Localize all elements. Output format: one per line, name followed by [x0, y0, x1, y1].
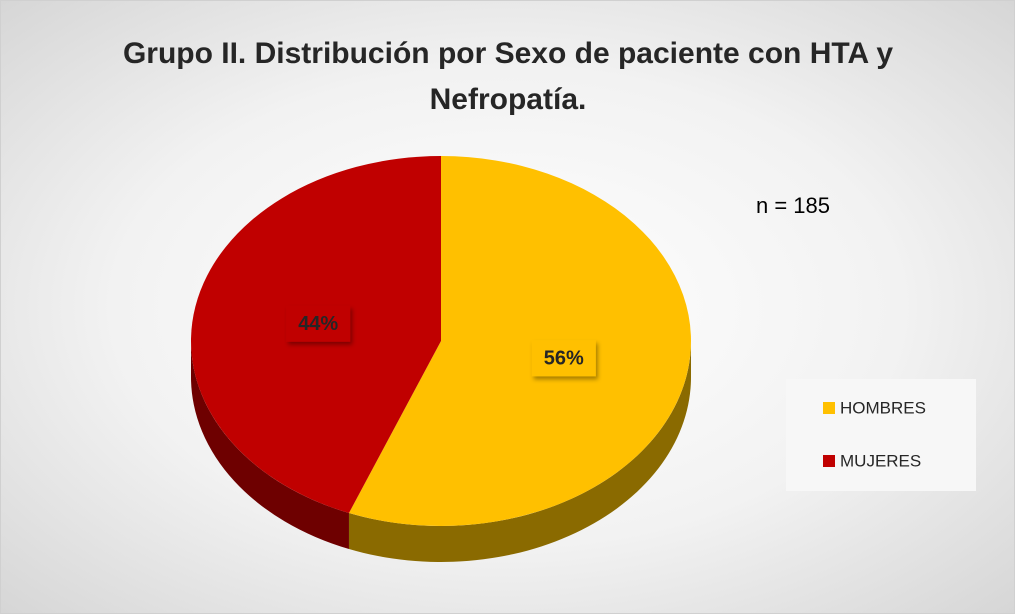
chart-title: Grupo II. Distribución por Sexo de pacie… — [122, 37, 894, 116]
pie-slice — [348, 156, 691, 526]
legend-box — [786, 379, 976, 491]
legend-swatch — [823, 455, 835, 467]
legend-label: HOMBRES — [840, 398, 926, 417]
legend-label: MUJERES — [840, 451, 921, 470]
data-label: 44% — [298, 313, 338, 335]
data-label-box — [286, 305, 351, 342]
legend-swatch — [823, 402, 835, 414]
data-label-box — [531, 340, 596, 377]
data-label: 56% — [544, 348, 584, 370]
annotation: n = 185 — [756, 193, 830, 218]
pie-side — [348, 341, 691, 562]
pie-side — [191, 341, 349, 550]
